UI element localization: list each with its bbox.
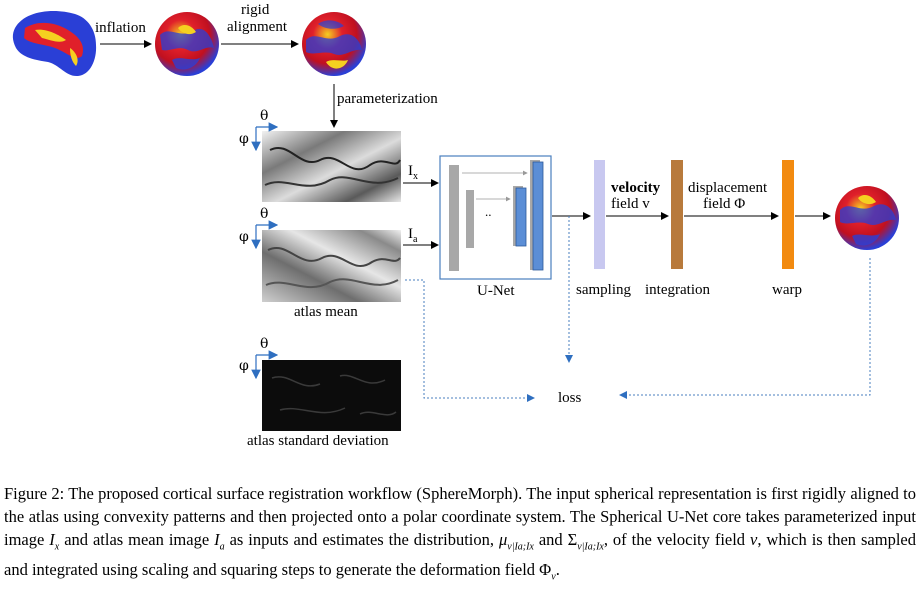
phi-label-atlas-std: φ: [239, 358, 249, 374]
input-image-label: Ix: [408, 163, 418, 182]
cortical-surface-image: [12, 10, 97, 77]
atlas-std-image: [262, 360, 401, 431]
axis-indicator-atlas-std: [251, 350, 279, 380]
parameterization-label: parameterization: [337, 91, 438, 107]
integration-label: integration: [645, 282, 710, 298]
atlas-mean-label: atlas mean: [294, 304, 358, 320]
workflow-diagram: [12, 10, 899, 431]
atlas-mean-image: [262, 230, 401, 302]
integration-layer: [671, 160, 683, 269]
alignment-label: alignment: [227, 19, 287, 35]
phi-label-input: φ: [239, 131, 249, 147]
loss-connections: [405, 216, 871, 402]
figure-number: Figure 2:: [4, 484, 65, 503]
theta-label-atlas-mean: θ: [260, 206, 269, 222]
unet-label: U-Net: [477, 283, 515, 299]
inflated-sphere-image: [155, 12, 219, 76]
parameterized-input-image: [262, 131, 401, 202]
figure-caption: Figure 2: The proposed cortical surface …: [4, 484, 917, 583]
warp-layer: [782, 160, 794, 269]
velocity-label: velocity: [611, 180, 661, 196]
warped-sphere-image: [835, 186, 899, 250]
field-phi-label: field Φ: [703, 196, 746, 212]
sampling-layer: [594, 160, 605, 269]
atlas-image-label: Ia: [408, 226, 418, 245]
sampling-label: sampling: [576, 282, 631, 298]
axis-indicator-input: [251, 122, 279, 152]
theta-label-input: θ: [260, 108, 269, 124]
displacement-label: displacement: [688, 180, 768, 196]
rigid-label: rigid: [241, 2, 270, 18]
phi-label-atlas-mean: φ: [239, 229, 249, 245]
unet-dots: ..: [485, 204, 492, 219]
rigidly-aligned-sphere-image: [302, 12, 366, 76]
unet-block: [439, 155, 552, 280]
atlas-std-label: atlas standard deviation: [247, 433, 389, 449]
warp-label: warp: [772, 282, 802, 298]
inflation-label: inflation: [95, 20, 146, 36]
field-v-label: field v: [611, 196, 650, 212]
theta-label-atlas-std: θ: [260, 336, 269, 352]
loss-label: loss: [558, 390, 582, 406]
axis-indicator-atlas-mean: [251, 220, 279, 250]
